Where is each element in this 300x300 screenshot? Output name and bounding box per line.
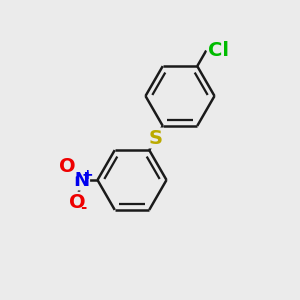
Text: -: - [80, 200, 87, 215]
Text: O: O [69, 193, 86, 212]
Text: O: O [59, 157, 76, 176]
Text: Cl: Cl [208, 41, 229, 60]
Text: S: S [149, 128, 163, 148]
Text: N: N [73, 170, 89, 190]
Text: +: + [82, 168, 93, 182]
